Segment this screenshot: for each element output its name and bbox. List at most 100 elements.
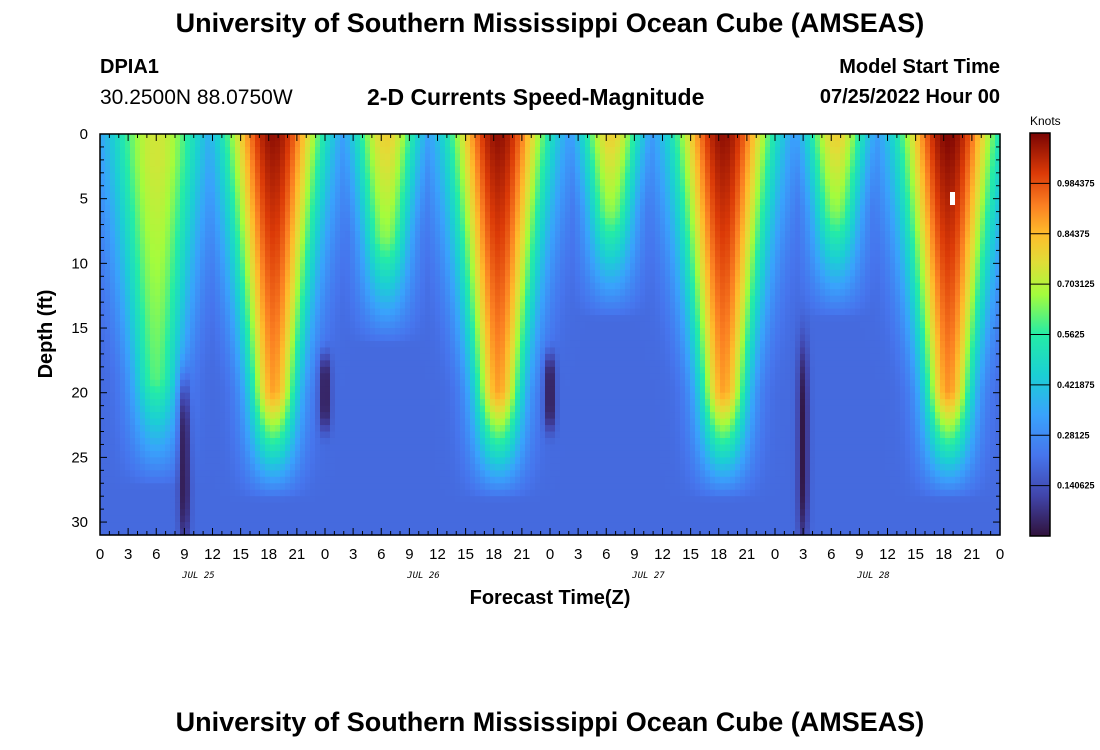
heatmap-cell bbox=[400, 321, 406, 329]
heatmap-cell bbox=[420, 509, 426, 517]
heatmap-cell bbox=[180, 140, 186, 148]
heatmap-cell bbox=[200, 340, 206, 349]
heatmap-cell bbox=[105, 450, 111, 458]
heatmap-cell bbox=[235, 470, 241, 478]
heatmap-cell bbox=[270, 412, 276, 420]
heatmap-cell bbox=[140, 282, 146, 290]
heatmap-cell bbox=[345, 224, 351, 232]
heatmap-cell bbox=[240, 405, 246, 413]
heatmap-cell bbox=[410, 334, 416, 342]
heatmap-cell bbox=[430, 412, 436, 420]
heatmap-cell bbox=[315, 522, 321, 530]
heatmap-cell bbox=[480, 353, 486, 361]
heatmap-cell bbox=[365, 166, 371, 174]
heatmap-cell bbox=[180, 224, 186, 232]
heatmap-cell bbox=[395, 450, 401, 458]
heatmap-cell bbox=[215, 509, 221, 517]
heatmap-cell bbox=[195, 218, 201, 226]
heatmap-cell bbox=[390, 289, 396, 297]
heatmap-cell bbox=[360, 256, 366, 264]
heatmap-cell bbox=[105, 379, 111, 387]
heatmap-cell bbox=[475, 528, 481, 536]
heatmap-cell bbox=[490, 172, 496, 180]
heatmap-cell bbox=[215, 224, 221, 232]
heatmap-cell bbox=[495, 515, 501, 523]
heatmap-cell bbox=[305, 198, 311, 206]
heatmap-cell bbox=[360, 185, 366, 193]
heatmap-cell bbox=[215, 256, 221, 264]
heatmap-cell bbox=[410, 515, 416, 523]
heatmap-cell bbox=[395, 166, 401, 174]
heatmap-cell bbox=[335, 146, 341, 155]
heatmap-cell bbox=[265, 243, 271, 252]
heatmap-cell bbox=[330, 457, 336, 465]
heatmap-cell bbox=[450, 134, 456, 142]
heatmap-cell bbox=[140, 509, 146, 517]
heatmap-cell bbox=[120, 256, 126, 264]
heatmap-cell bbox=[130, 425, 136, 433]
heatmap-cell bbox=[475, 386, 481, 394]
heatmap-cell bbox=[120, 437, 126, 446]
heatmap-cell bbox=[225, 321, 231, 329]
heatmap-cell bbox=[135, 263, 141, 271]
heatmap-cell bbox=[455, 263, 461, 271]
heatmap-cell bbox=[110, 250, 116, 258]
heatmap-cell bbox=[485, 315, 491, 323]
heatmap-cell bbox=[380, 172, 386, 180]
heatmap-cell bbox=[120, 269, 126, 277]
heatmap-cell bbox=[105, 185, 111, 193]
heatmap-cell bbox=[245, 496, 251, 504]
heatmap-cell bbox=[425, 515, 431, 523]
heatmap-cell bbox=[330, 159, 336, 167]
heatmap-cell bbox=[185, 528, 191, 536]
heatmap-cell bbox=[310, 509, 316, 517]
heatmap-cell bbox=[265, 340, 271, 349]
heatmap-cell bbox=[385, 476, 391, 484]
heatmap-cell bbox=[310, 405, 316, 413]
heatmap-cell bbox=[235, 515, 241, 523]
heatmap-cell bbox=[370, 269, 376, 277]
heatmap-cell bbox=[480, 379, 486, 387]
heatmap-cell bbox=[240, 231, 246, 239]
heatmap-cell bbox=[295, 211, 301, 219]
heatmap-cell bbox=[300, 308, 306, 316]
heatmap-cell bbox=[260, 353, 266, 361]
heatmap-cell bbox=[260, 146, 266, 155]
heatmap-cell bbox=[110, 412, 116, 420]
heatmap-cell bbox=[435, 179, 441, 187]
heatmap-cell bbox=[145, 243, 151, 252]
heatmap-cell bbox=[275, 522, 281, 530]
heatmap-cell bbox=[340, 340, 346, 349]
heatmap-cell bbox=[410, 153, 416, 161]
heatmap-cell bbox=[255, 405, 261, 413]
heatmap-cell bbox=[325, 231, 331, 239]
heatmap-cell bbox=[305, 450, 311, 458]
heatmap-cell bbox=[335, 334, 341, 342]
heatmap-cell bbox=[440, 386, 446, 394]
heatmap-cell bbox=[375, 450, 381, 458]
heatmap-cell bbox=[255, 185, 261, 193]
heatmap-cell bbox=[325, 295, 331, 303]
heatmap-cell bbox=[195, 315, 201, 323]
heatmap-cell bbox=[330, 276, 336, 284]
heatmap-cell bbox=[130, 263, 136, 271]
heatmap-cell bbox=[255, 528, 261, 536]
heatmap-cell bbox=[120, 218, 126, 226]
heatmap-cell bbox=[115, 302, 121, 310]
heatmap-cell bbox=[425, 340, 431, 349]
heatmap-cell bbox=[470, 237, 476, 245]
heatmap-cell bbox=[245, 172, 251, 180]
heatmap-cell bbox=[320, 315, 326, 323]
heatmap-cell bbox=[315, 450, 321, 458]
heatmap-cell bbox=[485, 509, 491, 517]
heatmap-cell bbox=[380, 159, 386, 167]
heatmap-cell bbox=[465, 509, 471, 517]
heatmap-cell bbox=[350, 353, 356, 361]
heatmap-cell bbox=[220, 134, 226, 142]
heatmap-cell bbox=[250, 276, 256, 284]
heatmap-cell bbox=[310, 256, 316, 264]
heatmap-cell bbox=[250, 334, 256, 342]
heatmap-cell bbox=[255, 302, 261, 310]
heatmap-cell bbox=[130, 405, 136, 413]
